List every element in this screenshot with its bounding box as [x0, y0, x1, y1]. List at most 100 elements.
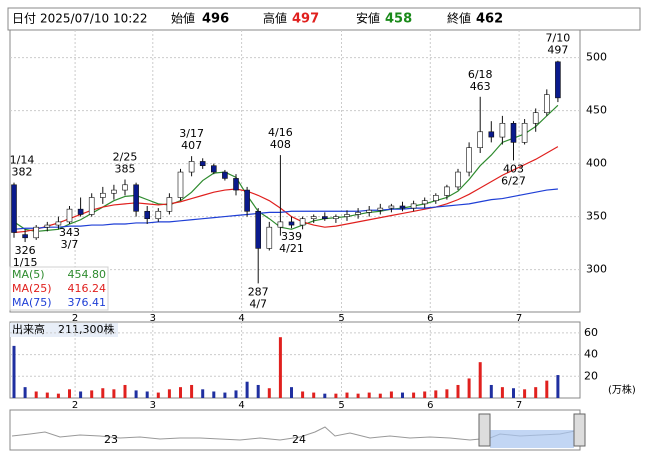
volume-bar [534, 387, 538, 398]
volume-bar [267, 388, 271, 398]
candle-body [166, 197, 173, 212]
volume-bar [556, 375, 560, 398]
legend-name: MA(25) [12, 282, 52, 295]
y-tick-label: 400 [586, 157, 607, 170]
volume-unit: (万株) [608, 383, 636, 396]
volume-bar [23, 387, 27, 398]
candle-body [244, 189, 250, 212]
candle-body [377, 207, 384, 211]
legend-box [9, 266, 109, 311]
candle-body [88, 197, 95, 215]
x-tick-label: 3 [150, 313, 156, 324]
candle-body [477, 131, 484, 148]
datetime: 2025/07/10 10:22 [40, 12, 148, 26]
volume-bar [34, 391, 38, 398]
candle-body [144, 210, 150, 220]
volume-bar [167, 389, 171, 398]
annotation-date: 6/18 [468, 68, 493, 81]
volume-last: 211,300株 [58, 322, 115, 336]
navigator-handle-left[interactable] [478, 413, 491, 447]
annotation-date: 3/17 [179, 127, 204, 140]
annotation-value: 463 [470, 80, 491, 93]
volume-bar [389, 391, 393, 398]
volume-bar [179, 387, 182, 398]
x-tick-label: 2 [72, 313, 78, 324]
candle-body [133, 184, 139, 212]
navigator-handle-right[interactable] [573, 413, 586, 447]
annotation-date: 2/25 [113, 150, 138, 163]
annotation-value: 343 [59, 226, 80, 239]
volume-bar [378, 393, 382, 398]
x-tick-label: 3 [150, 400, 156, 411]
candle-body [366, 209, 373, 213]
annotation-value: 407 [181, 139, 202, 152]
candle-body [444, 186, 450, 196]
annotation-value: 382 [12, 166, 33, 179]
low: 458 [385, 12, 412, 27]
candle-body [455, 171, 461, 188]
volume-bar [134, 390, 138, 398]
volume-bar [512, 388, 515, 398]
candle-body [66, 208, 73, 223]
x-tick-label: 5 [338, 313, 344, 324]
candle-body [310, 216, 317, 220]
candle-body [532, 112, 539, 124]
legend-name: MA(5) [12, 268, 45, 281]
legend-value: 416.24 [68, 282, 107, 295]
volume-bar [45, 392, 49, 398]
volume-bar [12, 345, 16, 398]
annotation-date: 7/10 [546, 32, 571, 45]
open-label: 始値 [171, 11, 195, 26]
price-panel [9, 29, 581, 313]
x-tick-label: 4 [238, 313, 244, 324]
y-tick-label: 500 [586, 51, 607, 64]
candle-body [410, 203, 417, 209]
candle-body [510, 122, 517, 143]
volume-bar [423, 391, 427, 398]
annotation-value: 497 [547, 44, 568, 57]
legend-name: MA(75) [12, 296, 52, 309]
volume-bar [290, 387, 293, 398]
candle-body [432, 195, 439, 201]
candle-body [155, 210, 162, 220]
candle-body [233, 178, 239, 191]
date-label: 日付 [12, 12, 36, 26]
navigator-year: 24 [292, 433, 306, 446]
volume-bar [500, 387, 504, 398]
volume-bar [323, 393, 327, 398]
candle-body [499, 122, 506, 138]
volume-bar [156, 392, 160, 398]
candle-body [333, 216, 339, 220]
ma-line [13, 188, 558, 230]
navigator-range[interactable] [490, 430, 574, 448]
volume-bar [434, 390, 438, 398]
annotation-value: 408 [270, 138, 291, 151]
volume-bar [401, 392, 404, 398]
annotation-date: 3/7 [61, 238, 79, 251]
candle-body [188, 161, 195, 173]
navigator-year: 23 [104, 433, 118, 446]
candle-body [122, 184, 128, 191]
volume-bar [68, 389, 71, 398]
annotation-value: 326 [15, 244, 36, 257]
volume-tick-label: 40 [584, 348, 598, 361]
volume-label-box [10, 323, 118, 337]
annotation-date: 1/15 [13, 256, 38, 269]
candle-body [277, 221, 284, 228]
candle-body [399, 205, 406, 209]
candle-body [11, 184, 17, 233]
x-tick-label: 4 [238, 400, 244, 411]
high-label: 高値 [263, 11, 287, 26]
candle-body [288, 221, 295, 226]
volume-bar [445, 389, 449, 398]
annotation-date: 4/16 [268, 126, 293, 139]
volume-bar [489, 384, 493, 398]
x-tick-label: 7 [516, 313, 522, 324]
volume-bar [190, 384, 194, 398]
volume-bar [301, 391, 305, 398]
volume-bar [345, 392, 349, 398]
x-tick-label: 7 [516, 400, 522, 411]
volume-bar [223, 392, 227, 398]
candle-body [521, 122, 528, 143]
